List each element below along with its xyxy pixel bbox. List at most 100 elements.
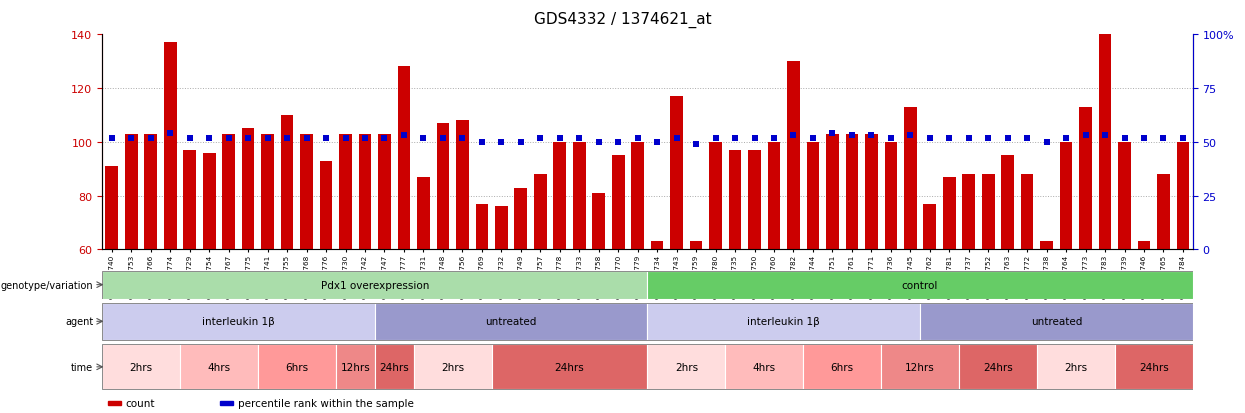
Text: 2hrs: 2hrs bbox=[1064, 362, 1087, 372]
Bar bbox=[456, 121, 468, 250]
Text: 24hrs: 24hrs bbox=[984, 362, 1013, 372]
Bar bbox=[651, 242, 664, 250]
Point bbox=[1096, 133, 1116, 139]
Text: 4hrs: 4hrs bbox=[208, 362, 230, 372]
Bar bbox=[102, 344, 181, 389]
Point bbox=[589, 139, 609, 146]
Bar bbox=[124, 135, 138, 250]
Bar bbox=[904, 107, 916, 250]
Point bbox=[745, 135, 764, 142]
Point bbox=[706, 135, 726, 142]
Point bbox=[510, 139, 530, 146]
Point bbox=[803, 135, 823, 142]
Bar bbox=[397, 67, 411, 250]
Bar bbox=[496, 207, 508, 250]
Bar bbox=[554, 142, 566, 250]
Bar bbox=[203, 153, 215, 250]
Bar bbox=[611, 156, 625, 250]
Point bbox=[141, 135, 161, 142]
Text: time: time bbox=[71, 362, 93, 372]
Bar bbox=[534, 175, 547, 250]
Bar bbox=[920, 303, 1193, 340]
Point bbox=[979, 135, 998, 142]
Text: control: control bbox=[901, 280, 939, 290]
Bar bbox=[690, 242, 702, 250]
Bar bbox=[359, 135, 371, 250]
Point bbox=[1134, 135, 1154, 142]
Point bbox=[997, 135, 1017, 142]
Bar bbox=[336, 344, 375, 389]
Text: percentile rank within the sample: percentile rank within the sample bbox=[238, 398, 413, 408]
Text: 2hrs: 2hrs bbox=[675, 362, 698, 372]
Bar bbox=[748, 150, 761, 250]
Bar bbox=[1037, 344, 1114, 389]
Bar bbox=[726, 344, 803, 389]
Point bbox=[393, 133, 413, 139]
Point bbox=[121, 135, 141, 142]
Bar bbox=[492, 344, 647, 389]
Bar bbox=[942, 178, 956, 250]
Point bbox=[823, 131, 843, 137]
Bar bbox=[768, 142, 781, 250]
Bar bbox=[647, 344, 726, 389]
Point bbox=[258, 135, 278, 142]
Bar bbox=[631, 142, 644, 250]
Point bbox=[179, 135, 199, 142]
Point bbox=[413, 135, 433, 142]
Point bbox=[1037, 139, 1057, 146]
Bar bbox=[959, 344, 1037, 389]
Bar bbox=[807, 142, 819, 250]
Bar bbox=[1114, 344, 1193, 389]
Bar bbox=[1079, 107, 1092, 250]
Point bbox=[492, 139, 512, 146]
Bar bbox=[1041, 242, 1053, 250]
Bar bbox=[573, 142, 585, 250]
Text: untreated: untreated bbox=[1031, 316, 1082, 327]
Point bbox=[1076, 133, 1096, 139]
Bar bbox=[102, 303, 375, 340]
Point bbox=[296, 135, 316, 142]
Bar bbox=[803, 344, 881, 389]
Bar bbox=[982, 175, 995, 250]
Bar bbox=[593, 193, 605, 250]
Bar bbox=[300, 135, 312, 250]
Bar bbox=[884, 142, 898, 250]
Bar bbox=[413, 344, 492, 389]
Bar bbox=[375, 344, 413, 389]
Point bbox=[842, 133, 862, 139]
Bar bbox=[1001, 156, 1013, 250]
Point bbox=[686, 141, 706, 148]
Text: Pdx1 overexpression: Pdx1 overexpression bbox=[320, 280, 430, 290]
Point bbox=[666, 135, 686, 142]
Point bbox=[627, 135, 647, 142]
Point bbox=[569, 135, 589, 142]
Bar bbox=[881, 344, 959, 389]
Text: 6hrs: 6hrs bbox=[830, 362, 854, 372]
Text: interleukin 1β: interleukin 1β bbox=[202, 316, 275, 327]
Text: genotype/variation: genotype/variation bbox=[1, 280, 93, 290]
Text: 24hrs: 24hrs bbox=[380, 362, 410, 372]
Point bbox=[900, 133, 920, 139]
Point bbox=[355, 135, 375, 142]
Bar bbox=[375, 303, 647, 340]
Bar bbox=[1118, 142, 1130, 250]
Bar bbox=[181, 344, 258, 389]
Point bbox=[375, 135, 395, 142]
Bar bbox=[183, 150, 195, 250]
Bar bbox=[1059, 142, 1072, 250]
Point bbox=[530, 135, 550, 142]
Point bbox=[783, 133, 803, 139]
Bar bbox=[281, 116, 294, 250]
Point bbox=[959, 135, 979, 142]
Point bbox=[647, 139, 667, 146]
Bar bbox=[320, 161, 332, 250]
Point bbox=[433, 135, 453, 142]
Bar bbox=[1099, 35, 1112, 250]
Bar bbox=[339, 135, 352, 250]
Bar bbox=[514, 188, 527, 250]
Point bbox=[316, 135, 336, 142]
Bar bbox=[437, 124, 449, 250]
Text: 4hrs: 4hrs bbox=[753, 362, 776, 372]
Point bbox=[1154, 135, 1174, 142]
Bar bbox=[865, 135, 878, 250]
